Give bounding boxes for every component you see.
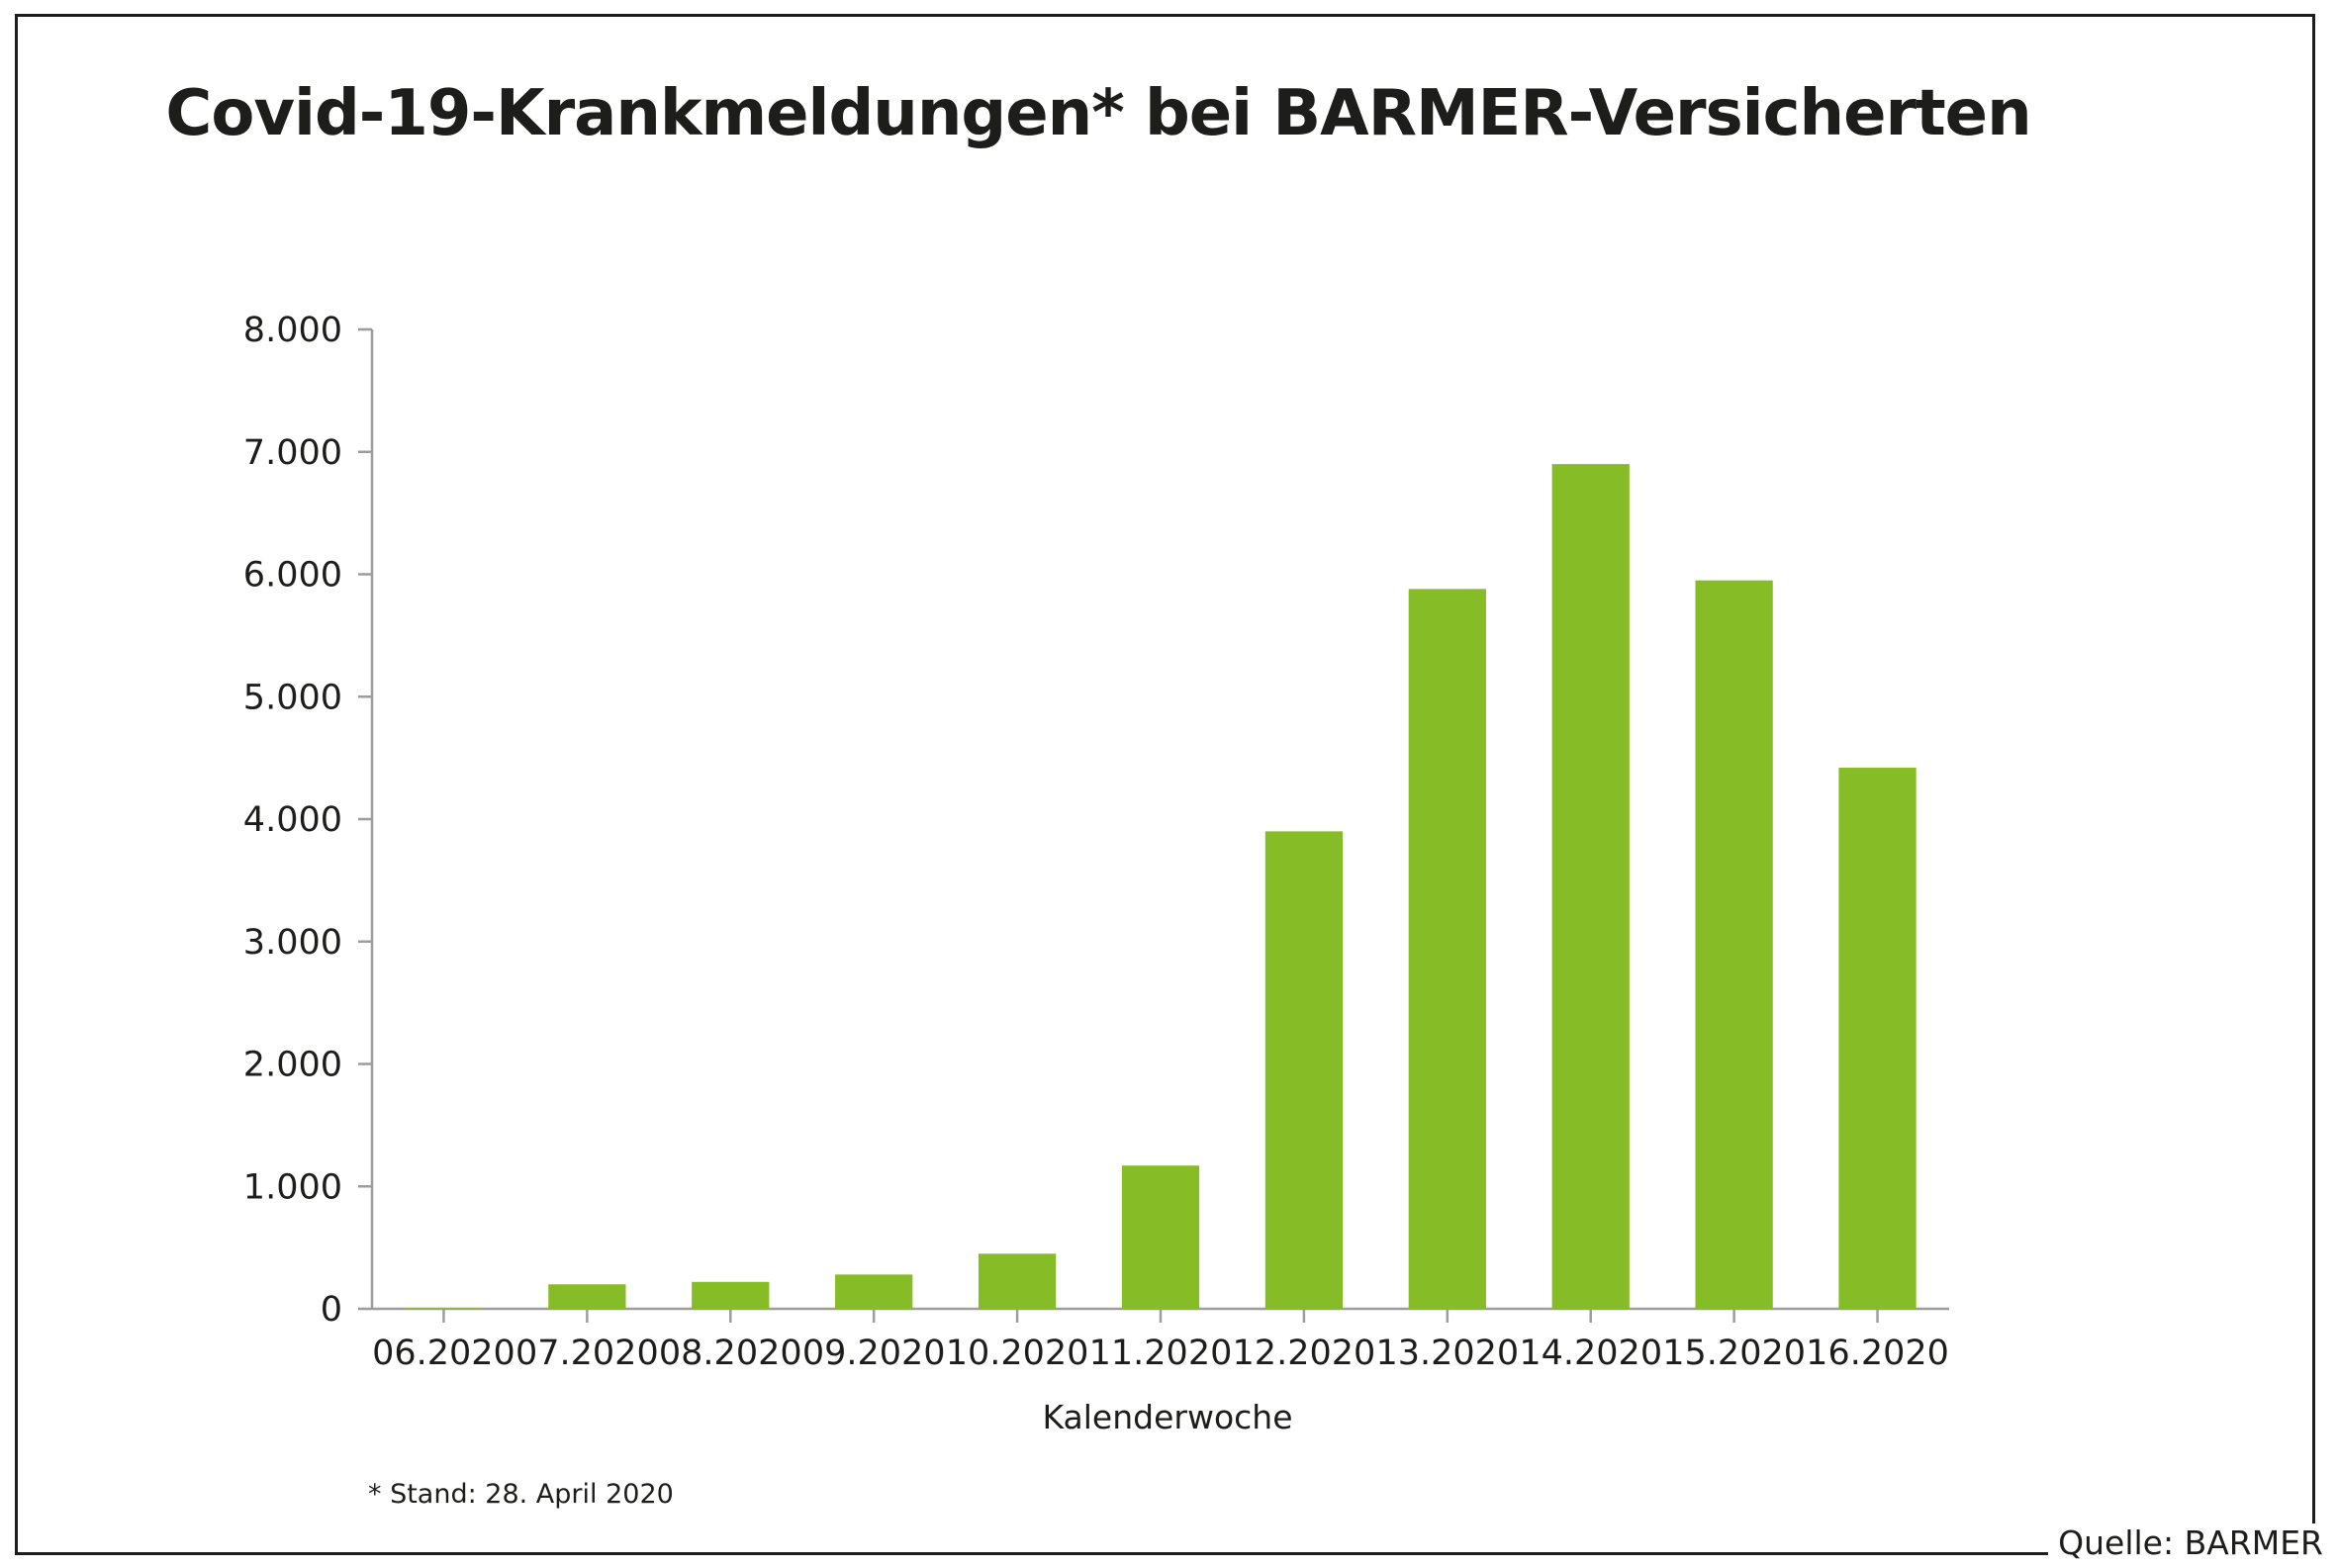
x-tick-label: 14.2020 bbox=[1519, 1334, 1662, 1373]
x-tick-label: 10.2020 bbox=[946, 1334, 1089, 1373]
bar bbox=[1838, 768, 1916, 1309]
y-tick-label: 7.000 bbox=[243, 433, 342, 473]
bar bbox=[1408, 589, 1486, 1309]
x-axis: 06.2020 07.2020 08.2020 09.2020 10.2020 11.20… bbox=[372, 1307, 1949, 1373]
bar bbox=[835, 1274, 913, 1309]
x-tick-label: 13.2020 bbox=[1375, 1334, 1519, 1373]
source-label: Quelle: BARMER bbox=[2048, 1523, 2323, 1562]
bar bbox=[692, 1281, 770, 1309]
y-axis: 0 1.000 2.000 3.000 4.000 5.000 6.000 7.000 8.00… bbox=[243, 311, 374, 1330]
x-tick-label: 12.2020 bbox=[1233, 1334, 1376, 1373]
y-tick-label: 1.000 bbox=[243, 1167, 342, 1207]
y-tick-label: 5.000 bbox=[243, 678, 342, 717]
bar bbox=[1121, 1165, 1200, 1309]
x-tick-label: 09.2020 bbox=[802, 1334, 946, 1373]
y-tick-label: 4.000 bbox=[243, 800, 342, 840]
y-tick-label: 8.000 bbox=[243, 311, 342, 350]
y-tick-label: 2.000 bbox=[243, 1046, 342, 1085]
x-tick-label: 07.2020 bbox=[515, 1334, 659, 1373]
bars bbox=[405, 464, 1916, 1309]
y-tick-label: 6.000 bbox=[243, 556, 342, 596]
x-tick-label: 08.2020 bbox=[659, 1334, 802, 1373]
bar bbox=[1551, 464, 1630, 1309]
bar bbox=[548, 1284, 626, 1309]
bar bbox=[978, 1253, 1057, 1309]
x-tick-label: 15.2020 bbox=[1662, 1334, 1806, 1373]
footnote: * Stand: 28. April 2020 bbox=[368, 1479, 674, 1510]
x-axis-title: Kalenderwoche bbox=[1042, 1398, 1292, 1436]
x-tick-label: 11.2020 bbox=[1089, 1334, 1233, 1373]
x-tick-label: 16.2020 bbox=[1806, 1334, 1949, 1373]
bar bbox=[405, 1308, 483, 1309]
x-tick-label: 06.2020 bbox=[372, 1334, 515, 1373]
chart-frame-right-edge bbox=[2312, 14, 2315, 1525]
y-tick-label: 0 bbox=[321, 1290, 342, 1330]
y-tick-label: 3.000 bbox=[243, 923, 342, 963]
bar bbox=[1264, 831, 1344, 1309]
chart-title: Covid-19-Krankmeldungen* bei BARMER-Vers… bbox=[165, 77, 2031, 150]
bar bbox=[1695, 580, 1773, 1309]
chart-frame bbox=[15, 14, 2315, 1555]
